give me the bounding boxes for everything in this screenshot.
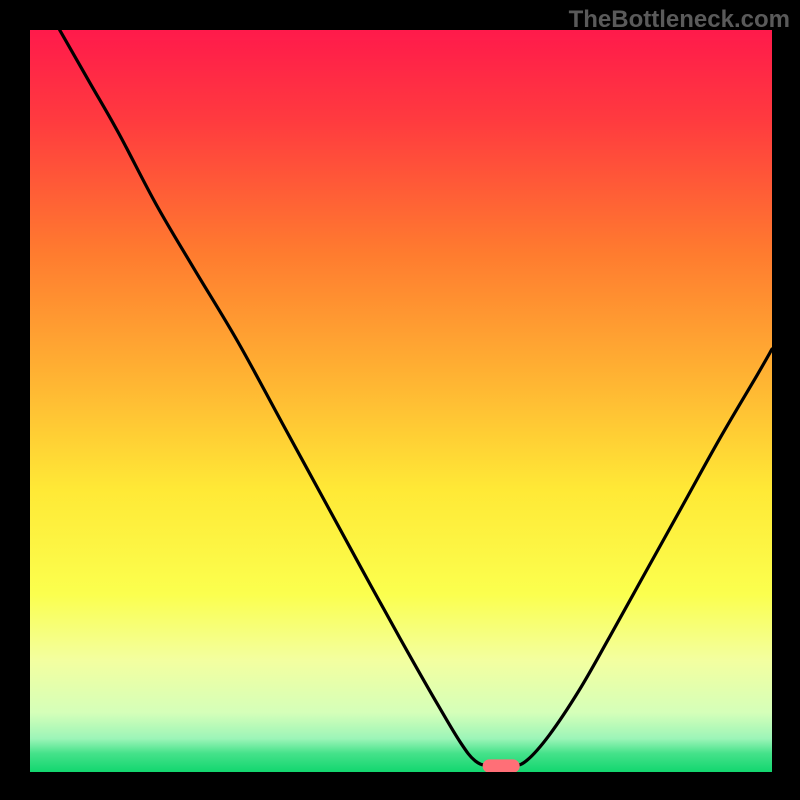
watermark-text: TheBottleneck.com	[569, 6, 790, 33]
watermark: TheBottleneck.com	[569, 6, 790, 34]
plot-background	[30, 30, 772, 772]
plot-area	[30, 30, 772, 772]
plot-svg	[30, 30, 772, 772]
optimal-point-marker	[483, 759, 520, 772]
